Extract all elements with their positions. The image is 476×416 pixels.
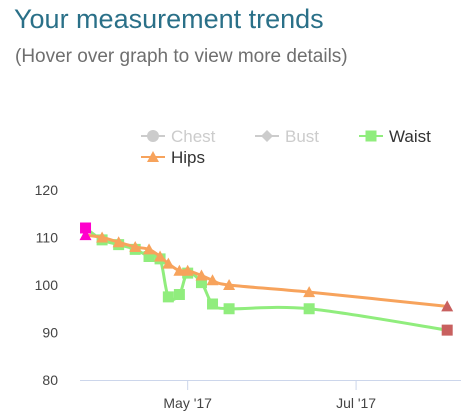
data-point-hips-3[interactable] (129, 241, 142, 252)
data-point-hips-5[interactable] (154, 250, 167, 262)
data-point-waist-0[interactable] (80, 222, 92, 234)
data-point-hips-2[interactable] (112, 236, 125, 248)
chart-legend: Chest Bust Waist Hips (141, 127, 431, 167)
data-point-waist-13[interactable] (441, 324, 453, 336)
data-point-hips-9[interactable] (195, 269, 208, 281)
data-point-waist-6[interactable] (162, 291, 174, 303)
data-point-waist-12[interactable] (303, 303, 315, 315)
data-point-waist-4[interactable] (143, 251, 155, 262)
data-point-hips-8[interactable] (181, 264, 194, 276)
page-subtitle: (Hover over graph to view more details) (15, 46, 348, 67)
data-point-hips-10[interactable] (206, 274, 219, 286)
data-point-hips-13[interactable] (441, 300, 454, 312)
legend-label-hips: Hips (171, 148, 205, 167)
y-axis: 80 90 100 110 120 (35, 182, 59, 388)
legend-symbol-chest (147, 130, 159, 142)
legend-symbol-waist (365, 130, 377, 142)
data-point-hips-6[interactable] (162, 257, 175, 269)
series-hips (79, 229, 454, 312)
legend-symbol-bust (261, 130, 273, 142)
series-layer (79, 222, 454, 336)
y-tick-label-100: 100 (35, 277, 59, 293)
x-tick-label-1: Jul '17 (336, 395, 376, 411)
x-axis: May '17 Jul '17 (80, 380, 461, 411)
data-point-hips-0[interactable] (79, 229, 92, 241)
legend-item-waist[interactable]: Waist (359, 127, 431, 146)
data-point-waist-10[interactable] (207, 298, 219, 310)
data-point-waist-9[interactable] (195, 277, 207, 289)
legend-symbol-hips (147, 151, 159, 162)
data-point-hips-12[interactable] (303, 286, 316, 298)
series-waist (80, 222, 453, 336)
data-point-hips-7[interactable] (173, 264, 186, 276)
legend-item-hips[interactable]: Hips (141, 148, 205, 167)
y-tick-label-110: 110 (36, 230, 59, 246)
y-tick-label-120: 120 (35, 182, 59, 198)
x-tick-label-0: May '17 (163, 395, 212, 411)
legend-item-chest[interactable]: Chest (141, 127, 216, 146)
data-point-hips-1[interactable] (96, 231, 109, 243)
series-line-waist (84, 226, 449, 332)
legend-label-waist: Waist (389, 127, 431, 146)
y-tick-label-90: 90 (42, 325, 58, 341)
legend-item-bust[interactable]: Bust (255, 127, 319, 146)
data-point-waist-7[interactable] (173, 289, 185, 300)
legend-label-chest: Chest (171, 127, 216, 146)
data-point-hips-4[interactable] (143, 243, 156, 255)
page-title: Your measurement trends (14, 4, 324, 34)
data-point-waist-11[interactable] (223, 303, 235, 315)
data-point-hips-11[interactable] (223, 279, 236, 290)
legend-label-bust: Bust (285, 127, 319, 146)
y-tick-label-80: 80 (42, 372, 58, 388)
